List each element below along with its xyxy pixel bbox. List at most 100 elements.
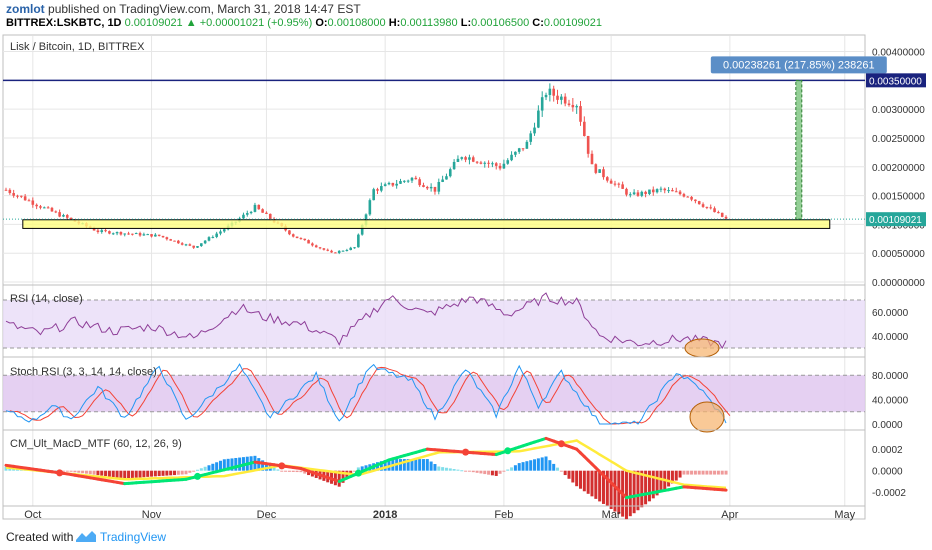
rsi-line xyxy=(5,292,727,350)
candle-body xyxy=(249,211,253,214)
candles xyxy=(4,83,728,255)
macd-hist-bar xyxy=(65,470,69,472)
macd-hist-bar xyxy=(682,470,686,475)
created-with-text: Created with xyxy=(6,530,74,544)
target-price-badge xyxy=(866,73,926,88)
candle-body xyxy=(154,234,157,237)
candle-body xyxy=(131,233,134,235)
candle-body xyxy=(115,232,119,234)
candle-body xyxy=(709,207,713,209)
tradingview-logo-icon xyxy=(76,531,96,542)
price-tick-label: 0.00050000 xyxy=(872,249,925,260)
candle-body xyxy=(460,157,464,159)
macd-hist-bar xyxy=(640,470,644,508)
macd-hist-bar xyxy=(107,470,111,477)
macd-hist-bar xyxy=(387,459,391,471)
macd-hist-bar xyxy=(644,470,648,505)
macd-hist-bar xyxy=(441,467,445,471)
candle-body xyxy=(387,182,391,185)
macd-hist-bar xyxy=(559,470,563,472)
macd-hist-bar xyxy=(617,470,621,515)
macd-hist-bar xyxy=(582,470,586,492)
macd-hist-bar xyxy=(713,470,717,475)
x-tick-label: Oct xyxy=(24,509,41,521)
macd-hist-bar xyxy=(261,460,265,471)
candle-body xyxy=(123,233,127,235)
candle-body xyxy=(724,216,728,219)
macd-hist-bar xyxy=(199,468,203,471)
candle-body xyxy=(207,237,211,241)
candle-body xyxy=(376,189,379,191)
chart-title: Lisk / Bitcoin, 1D, BITTREX xyxy=(10,41,145,53)
macd-hist-bar xyxy=(444,467,448,471)
candle-body xyxy=(682,194,686,197)
macd-hist-bar xyxy=(437,466,441,471)
macd-hist-bar xyxy=(678,470,682,478)
macd-hist-bar xyxy=(421,459,425,471)
macd-hist-bar xyxy=(724,470,728,475)
candle-body xyxy=(142,234,146,236)
x-tick-label: Feb xyxy=(494,509,513,521)
macd-hist-bar xyxy=(598,470,602,502)
candle-body xyxy=(177,240,180,244)
candle-body xyxy=(138,233,142,236)
macd-hist-bar xyxy=(651,470,655,499)
macd-hist-bar xyxy=(460,470,464,472)
candle-body xyxy=(242,214,245,219)
candle-body xyxy=(31,200,35,205)
macd-hist-bar xyxy=(406,459,410,471)
support-zone[interactable] xyxy=(22,219,831,229)
measure-tooltip: 0.00238261 (217.85%) 238261 xyxy=(723,59,875,71)
candle-body xyxy=(127,233,130,235)
macd-hist-bar xyxy=(655,470,659,496)
rsi-highlight-ellipse xyxy=(684,338,720,358)
tradingview-brand-link[interactable]: TradingView xyxy=(100,530,167,544)
candle-body xyxy=(12,193,15,196)
indicator-tick-label: 80.0000 xyxy=(872,371,909,382)
candle-body xyxy=(92,228,96,231)
candle-body xyxy=(475,161,479,163)
candle-body xyxy=(50,207,54,212)
candle-body xyxy=(146,234,150,236)
candle-body xyxy=(295,236,299,239)
candle-body xyxy=(617,183,621,185)
candle-body xyxy=(353,247,356,249)
author-link[interactable]: zomlot xyxy=(6,2,45,16)
candle-body xyxy=(579,106,582,122)
x-tick-label: May xyxy=(834,509,855,521)
candle-body xyxy=(498,165,502,169)
candle-body xyxy=(314,245,318,248)
chart-area[interactable]: Lisk / Bitcoin, 1D, BITTREX 0.00238261 (… xyxy=(0,32,932,522)
macd-hist-bar xyxy=(196,469,199,471)
publish-text: published on TradingView.com, March 31, … xyxy=(48,2,361,16)
candle-body xyxy=(464,157,467,160)
macd-hist-bar xyxy=(134,470,138,478)
macd-hist-bar xyxy=(92,470,96,475)
candle-body xyxy=(437,181,441,192)
macd-hist-bar xyxy=(605,470,609,507)
macd-hist-bar xyxy=(456,469,460,471)
macd-hist-bar xyxy=(150,470,154,477)
macd-hist-bar xyxy=(234,457,238,471)
candle-body xyxy=(468,157,471,160)
candle-body xyxy=(119,232,123,235)
candle-body xyxy=(391,182,395,186)
candle-body xyxy=(399,181,402,184)
macd-hist-bar xyxy=(330,470,334,484)
macd-hist-bar xyxy=(176,470,180,475)
macd-hist-bar xyxy=(548,460,552,471)
candle-body xyxy=(219,231,222,234)
candle-body xyxy=(291,234,295,237)
macd-hist-bar xyxy=(575,470,579,487)
macd-hist-bar xyxy=(590,470,594,497)
candle-body xyxy=(445,176,448,180)
candle-body xyxy=(196,246,199,248)
candle-body xyxy=(330,250,333,253)
macd-hist-bar xyxy=(69,470,73,472)
measure-tool[interactable]: 0.00238261 (217.85%) 238261 xyxy=(710,56,887,220)
candle-body xyxy=(43,207,46,209)
candle-body xyxy=(215,233,218,237)
candle-body xyxy=(268,213,272,220)
candle-body xyxy=(203,240,207,244)
ohlc-line: BITTREX:LSKBTC, 1D 0.00109021 ▲ +0.00001… xyxy=(6,17,602,29)
